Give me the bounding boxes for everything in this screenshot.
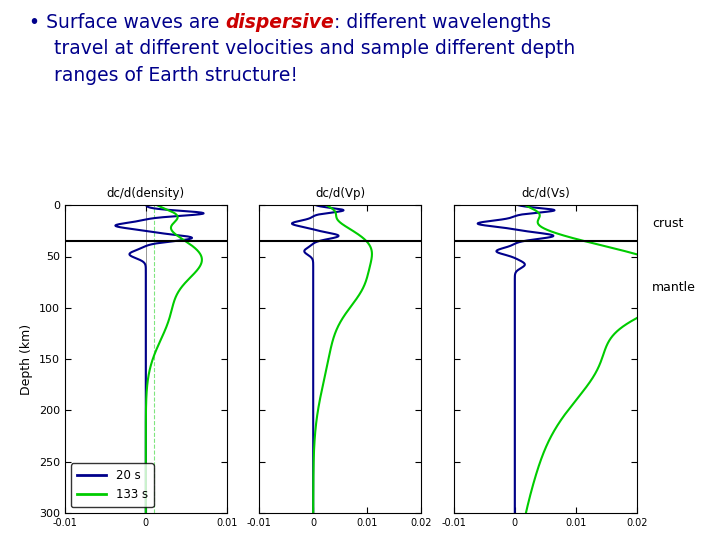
- Text: : different wavelengths: : different wavelengths: [334, 14, 551, 32]
- Text: travel at different velocities and sample different depth: travel at different velocities and sampl…: [54, 39, 575, 58]
- Legend: 20 s, 133 s: 20 s, 133 s: [71, 463, 153, 507]
- Y-axis label: Depth (km): Depth (km): [20, 323, 33, 395]
- Title: dc/d(density): dc/d(density): [107, 187, 185, 200]
- Text: crust: crust: [652, 217, 683, 230]
- Title: dc/d(Vp): dc/d(Vp): [315, 187, 365, 200]
- Text: mantle: mantle: [652, 281, 696, 294]
- Title: dc/d(Vs): dc/d(Vs): [521, 187, 570, 200]
- Text: • Surface waves are: • Surface waves are: [29, 14, 225, 32]
- Text: dispersive: dispersive: [225, 14, 334, 32]
- Text: ranges of Earth structure!: ranges of Earth structure!: [54, 66, 298, 85]
